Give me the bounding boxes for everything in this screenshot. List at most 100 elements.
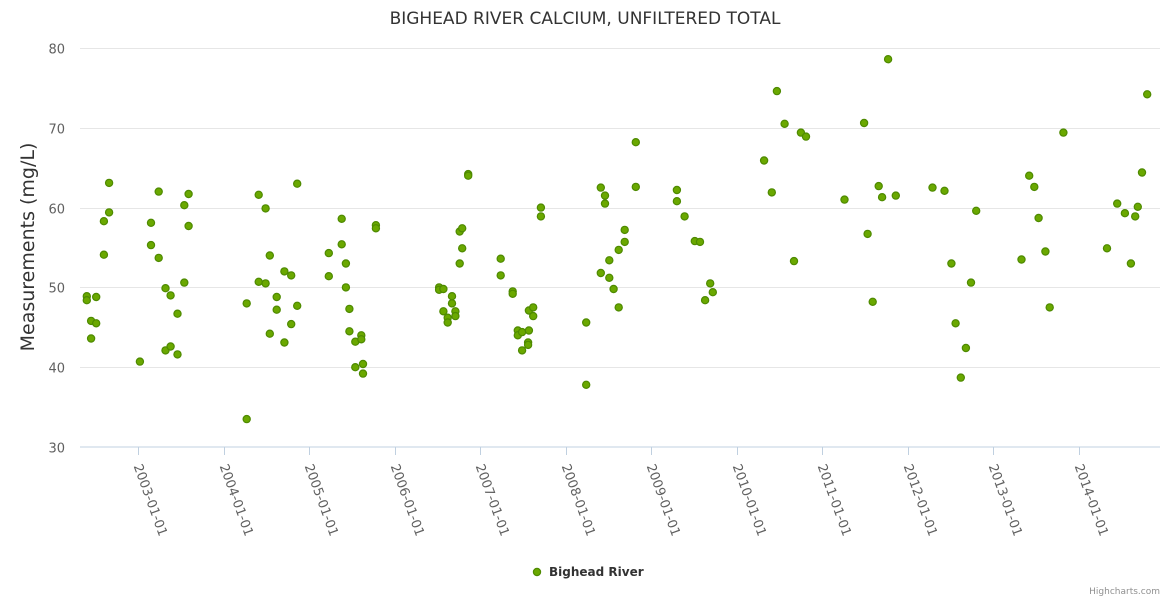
data-point[interactable] [940, 186, 949, 195]
data-point[interactable] [928, 183, 937, 192]
data-point[interactable] [242, 414, 251, 424]
data-point[interactable] [961, 343, 971, 353]
data-point[interactable] [614, 303, 623, 312]
data-point[interactable] [371, 224, 381, 233]
data-point[interactable] [620, 225, 629, 235]
data-point[interactable] [1133, 202, 1143, 211]
data-point[interactable] [173, 350, 182, 359]
data-point[interactable] [947, 259, 956, 268]
data-point[interactable] [672, 185, 682, 195]
legend-item-label[interactable]: Bighead River [549, 565, 644, 579]
data-point[interactable] [529, 303, 538, 312]
data-point[interactable] [341, 283, 351, 292]
data-point[interactable] [99, 216, 109, 226]
data-point[interactable] [265, 251, 274, 260]
data-point[interactable] [173, 309, 182, 318]
data-point[interactable] [254, 190, 263, 199]
data-point[interactable] [582, 318, 591, 327]
data-point[interactable] [789, 256, 799, 266]
data-point[interactable] [184, 189, 193, 199]
data-point[interactable] [508, 289, 517, 298]
data-point[interactable] [166, 291, 175, 300]
data-point[interactable] [801, 132, 811, 141]
data-point[interactable] [261, 204, 270, 213]
data-point[interactable] [966, 278, 976, 287]
data-point[interactable] [877, 192, 887, 202]
data-point[interactable] [154, 187, 163, 196]
data-point[interactable] [287, 271, 296, 280]
data-point[interactable] [631, 137, 641, 147]
data-point[interactable] [272, 305, 281, 314]
data-point[interactable] [180, 278, 189, 287]
data-point[interactable] [680, 212, 689, 221]
data-point[interactable] [458, 224, 467, 233]
data-point[interactable] [596, 268, 606, 278]
data-point[interactable] [672, 196, 682, 206]
data-point[interactable] [464, 171, 473, 180]
data-point[interactable] [596, 183, 606, 192]
data-point[interactable] [1030, 182, 1039, 192]
data-point[interactable] [582, 380, 591, 389]
data-point[interactable] [146, 240, 156, 250]
data-point[interactable] [631, 182, 641, 192]
data-point[interactable] [341, 259, 351, 268]
data-point[interactable] [324, 272, 333, 281]
data-point[interactable] [780, 119, 789, 129]
data-point[interactable] [614, 245, 623, 255]
data-point[interactable] [708, 288, 718, 297]
data-point[interactable] [1120, 208, 1130, 218]
data-point[interactable] [863, 229, 872, 239]
data-point[interactable] [293, 179, 302, 188]
data-point[interactable] [443, 318, 452, 327]
data-point[interactable] [451, 311, 460, 321]
data-point[interactable] [496, 271, 505, 280]
data-point[interactable] [104, 208, 114, 217]
data-point[interactable] [154, 253, 163, 263]
data-point[interactable] [293, 301, 302, 310]
data-point[interactable] [891, 191, 901, 200]
data-point[interactable] [1017, 255, 1026, 264]
data-point[interactable] [517, 327, 527, 337]
data-point[interactable] [184, 221, 193, 231]
data-point[interactable] [874, 181, 883, 191]
data-point[interactable] [536, 212, 546, 221]
data-point[interactable] [951, 319, 960, 328]
data-point[interactable] [700, 296, 710, 305]
data-point[interactable] [620, 237, 629, 247]
data-point[interactable] [180, 200, 189, 210]
data-point[interactable] [524, 326, 534, 335]
data-point[interactable] [242, 299, 251, 308]
data-point[interactable] [91, 292, 101, 302]
data-point[interactable] [439, 284, 448, 294]
data-point[interactable] [135, 357, 145, 366]
data-point[interactable] [1034, 213, 1043, 223]
data-point[interactable] [265, 329, 274, 338]
data-point[interactable] [1112, 199, 1122, 208]
data-point[interactable] [695, 237, 705, 247]
data-point[interactable] [759, 156, 769, 165]
data-point[interactable] [99, 250, 109, 259]
data-point[interactable] [706, 279, 715, 288]
data-point[interactable] [536, 203, 546, 212]
data-point[interactable] [883, 55, 893, 64]
data-point[interactable] [605, 256, 614, 265]
data-point[interactable] [859, 118, 869, 128]
data-point[interactable] [1024, 171, 1034, 180]
data-point[interactable] [254, 277, 263, 286]
data-point[interactable] [496, 254, 505, 263]
data-point[interactable] [956, 373, 966, 382]
legend-marker[interactable] [532, 567, 542, 577]
data-point[interactable] [972, 206, 981, 215]
data-point[interactable] [1142, 90, 1152, 99]
data-point[interactable] [458, 244, 467, 253]
data-point[interactable] [1059, 128, 1068, 137]
data-point[interactable] [609, 284, 618, 294]
credits-link[interactable]: Highcharts.com [1089, 587, 1160, 597]
data-point[interactable] [324, 248, 333, 258]
data-point[interactable] [600, 199, 610, 208]
data-point[interactable] [447, 292, 457, 301]
data-point[interactable] [772, 86, 782, 96]
data-point[interactable] [523, 340, 533, 350]
data-point[interactable] [439, 307, 448, 316]
data-point[interactable] [767, 188, 777, 197]
